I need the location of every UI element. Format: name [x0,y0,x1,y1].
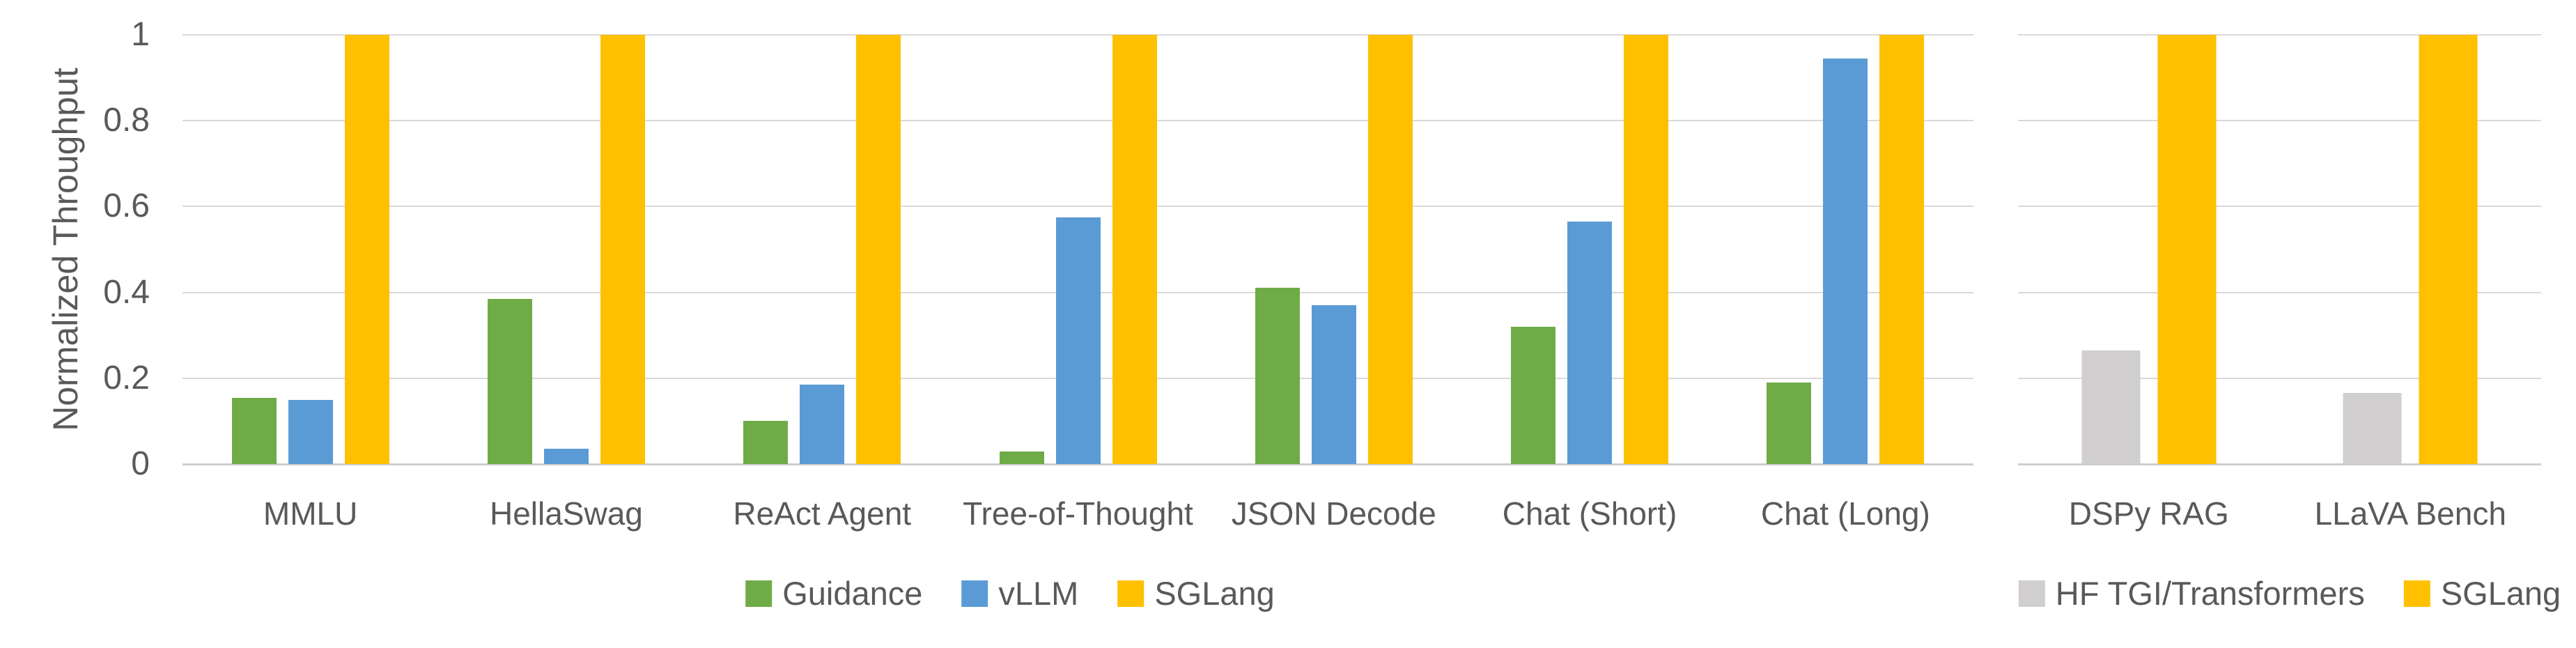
legend-swatch-icon [2403,580,2430,607]
bar-vllm [543,449,589,464]
bar-vllm [800,385,845,464]
category-label: MMLU [263,495,358,532]
x-axis-baseline [183,463,1973,465]
legend-item-hf-tgi-transformers: HF TGI/Transformers [2018,574,2365,612]
bar-sglang [856,35,901,464]
gridline [183,206,1973,208]
y-tick-label: 0.6 [103,187,150,225]
legend-label: SGLang [2440,575,2561,612]
bar-guidance [1255,288,1300,464]
category-label: ReAct Agent [733,495,912,532]
bar-sglang [344,35,389,464]
legend-swatch-icon [745,580,773,607]
bar-hf-tgi-transformers [2081,350,2141,464]
bar-vllm [1311,305,1356,464]
legend-swatch-icon [2018,580,2045,607]
legend-swatch-icon [961,580,988,607]
bar-guidance [1511,327,1556,464]
gridline [183,34,1973,36]
bar-vllm [1823,59,1868,464]
legend-item-vllm: vLLM [961,574,1078,612]
bar-guidance [1767,383,1812,464]
bar-guidance [231,398,277,464]
right-chart-legend: HF TGI/Transformers SGLang [2018,574,2561,612]
bar-group [2081,35,2217,464]
gridline [2018,34,2541,36]
category-label: Chat (Long) [1760,495,1930,532]
bar-hf-tgi-transformers [2343,393,2402,464]
legend-label: SGLang [1154,575,1275,612]
bar-group [1511,35,1669,464]
right-chart-plot-area [2018,34,2541,465]
bar-sglang [2157,35,2217,464]
category-label: JSON Decode [1231,495,1436,532]
x-axis-baseline [2018,463,2541,465]
bar-group [1255,35,1413,464]
legend-item-guidance: Guidance [745,574,922,612]
bar-sglang [600,35,645,464]
category-label: Chat (Short) [1502,495,1677,532]
gridline [2018,377,2541,379]
bar-group [2343,35,2478,464]
y-tick-label: 1 [131,16,150,53]
gridline [2018,291,2541,293]
bar-vllm [288,400,333,464]
gridline [183,120,1973,122]
y-tick-label: 0.4 [103,273,150,311]
y-tick-label: 0.8 [103,102,150,139]
category-label: LLaVA Bench [2314,495,2506,532]
bar-group [487,35,645,464]
legend-item-sglang: SGLang [2403,574,2561,612]
legend-label: Guidance [782,575,923,612]
bar-group [231,35,389,464]
bar-guidance [743,421,789,464]
bar-guidance [487,299,532,464]
bar-sglang [2419,35,2478,464]
bar-sglang [1624,35,1669,464]
bar-group [999,35,1157,464]
legend-swatch-icon [1117,580,1145,607]
bar-guidance [999,452,1044,464]
bar-sglang [1112,35,1157,464]
bar-vllm [1567,222,1613,464]
legend-item-sglang: SGLang [1117,574,1275,612]
y-tick-label: 0 [131,445,150,482]
bar-sglang [1879,35,1925,464]
left-chart-plot-area [183,34,1973,465]
bar-sglang [1367,35,1413,464]
bar-group [743,35,901,464]
left-chart-legend: Guidance vLLM SGLang [745,574,1275,612]
bar-group [1767,35,1925,464]
y-tick-label: 0.2 [103,359,150,396]
gridline [2018,206,2541,208]
gridline [2018,120,2541,122]
category-label: Tree-of-Thought [963,495,1193,532]
category-label: HellaSwag [489,495,643,532]
category-label: DSPy RAG [2068,495,2229,532]
legend-label: vLLM [998,575,1079,612]
bar-vllm [1055,217,1101,464]
legend-label: HF TGI/Transformers [2055,575,2365,612]
